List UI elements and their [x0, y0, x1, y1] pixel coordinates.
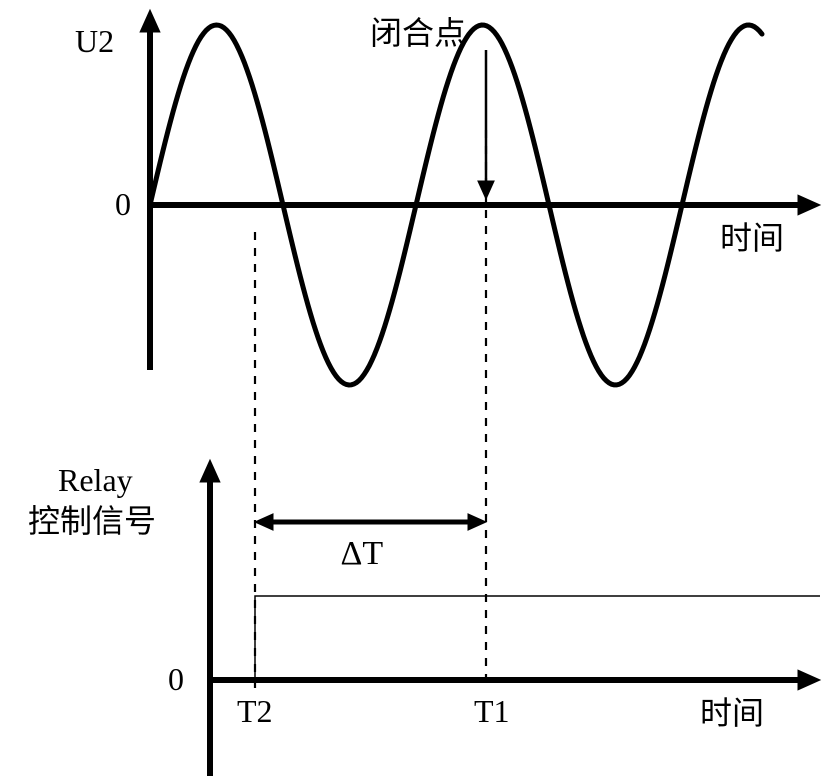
top-graph: U2 0 时间 闭合点	[75, 10, 820, 385]
bottom-x-label: 时间	[700, 695, 764, 731]
t2-label: T2	[237, 693, 273, 729]
bottom-y-label-2: 控制信号	[28, 503, 156, 539]
delta-t-label: ΔT	[341, 535, 384, 572]
bottom-graph: Relay 控制信号 0 时间 T2 T1 ΔT	[28, 460, 820, 776]
bottom-zero-label: 0	[168, 661, 184, 697]
closing-point-label: 闭合点	[370, 15, 466, 51]
top-y-label: U2	[75, 23, 114, 59]
t1-label: T1	[474, 693, 510, 729]
bottom-y-label-1: Relay	[58, 462, 133, 498]
relay-step-signal	[255, 596, 820, 680]
top-x-label: 时间	[720, 220, 784, 256]
top-zero-label: 0	[115, 186, 131, 222]
